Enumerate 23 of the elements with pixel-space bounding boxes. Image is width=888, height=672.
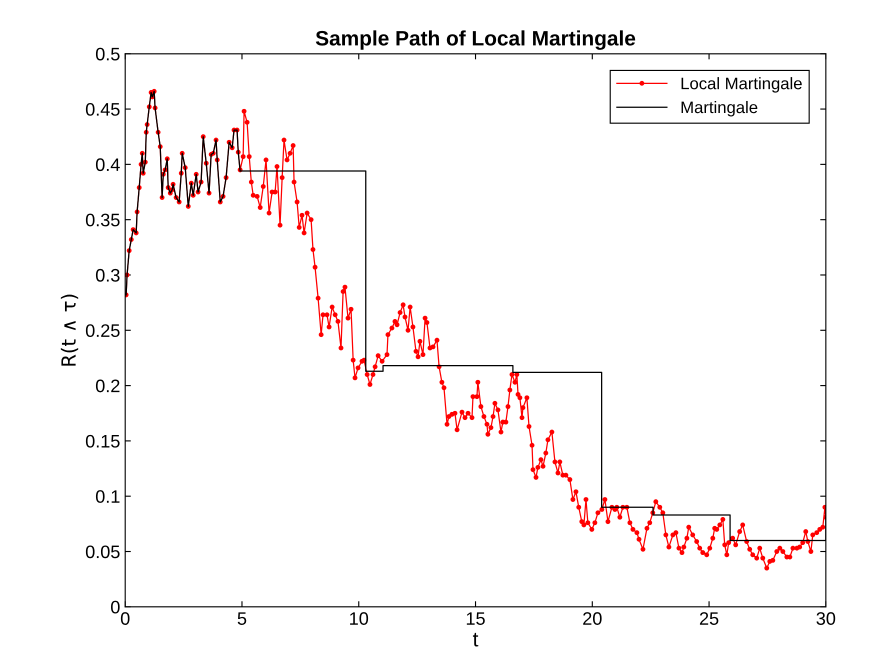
- y-tick-label: 0.25: [86, 324, 120, 338]
- legend-label: Local Martingale: [682, 77, 802, 93]
- x-tick-label: 5: [238, 612, 246, 625]
- x-tick-label: 25: [700, 612, 718, 625]
- y-tick-label: 0.3: [96, 268, 120, 282]
- y-tick-label: 0.2: [96, 380, 120, 392]
- y-tick-label: 0.15: [86, 434, 120, 448]
- legend-label: Martingale: [682, 100, 758, 116]
- x-tick-label: 30: [816, 612, 836, 625]
- y-tick-label: 0.05: [86, 545, 120, 558]
- y-tick-label: 0.4: [96, 158, 120, 172]
- y-tick-label: 0.1: [96, 490, 120, 503]
- y-tick-label: 0: [111, 600, 120, 614]
- x-tick-label: 20: [583, 612, 602, 625]
- y-axis-title: R(t ∧ τ): [60, 294, 78, 366]
- x-tick-label: 10: [350, 612, 368, 625]
- y-tick-label: 0.45: [86, 103, 120, 116]
- x-tick-label: 0: [120, 612, 130, 625]
- chart-title: Sample Path of Local Martingale: [316, 30, 636, 50]
- x-axis-title: t: [472, 632, 478, 647]
- y-tick-label: 0.35: [86, 214, 120, 226]
- x-tick-label: 15: [466, 612, 485, 625]
- y-tick-label: 0.5: [96, 48, 120, 60]
